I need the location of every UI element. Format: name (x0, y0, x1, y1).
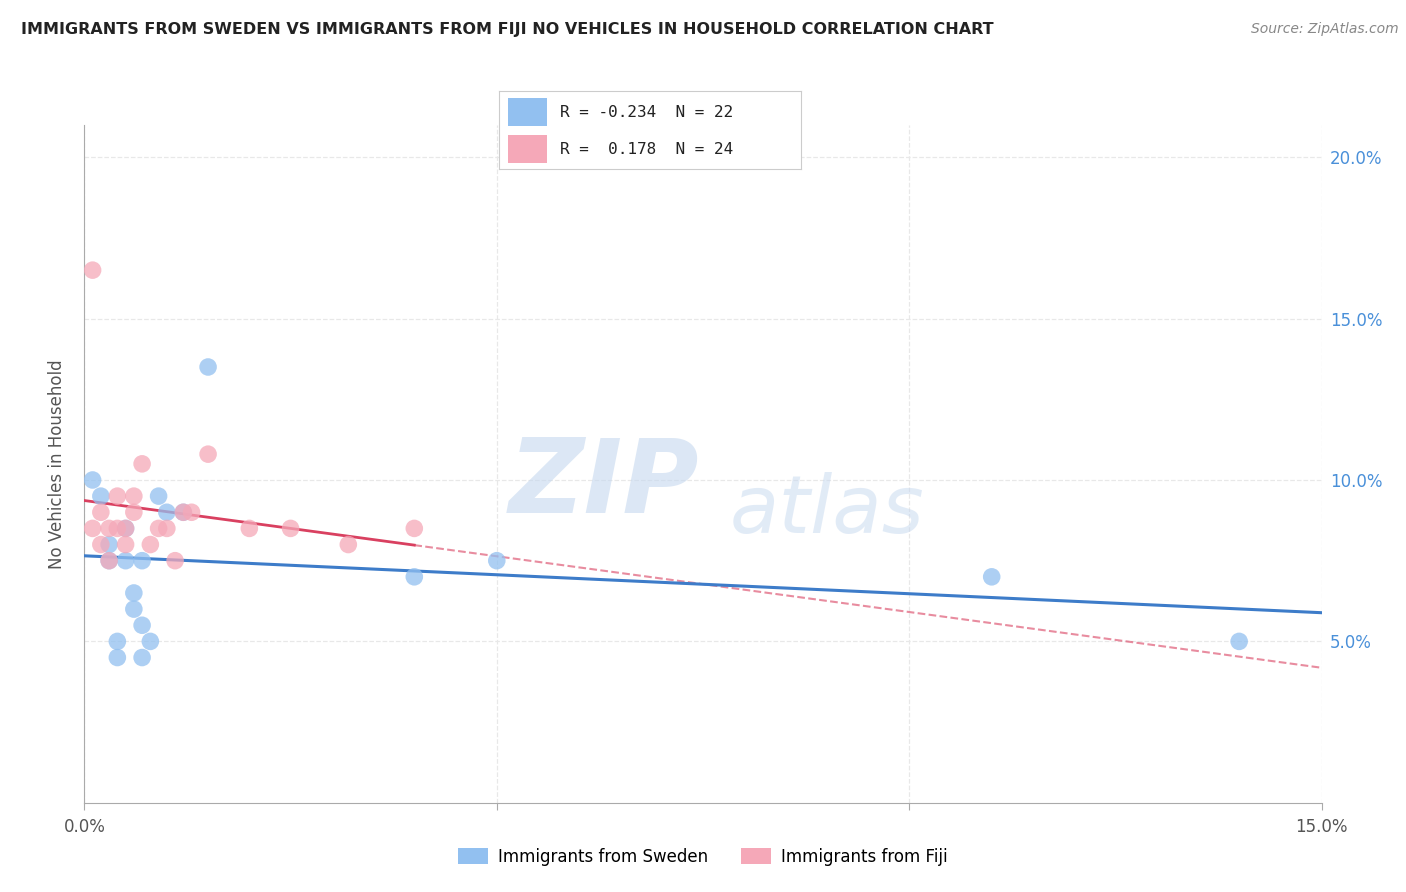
Point (105, 489, 128, 503)
Point (82, 521, 104, 535)
Point (122, 489, 145, 503)
Point (114, 521, 136, 535)
Point (131, 650, 153, 665)
Point (337, 537, 360, 551)
Point (105, 634, 128, 648)
Point (131, 618, 153, 632)
Point (980, 570, 1002, 584)
Point (485, 554, 508, 568)
Point (90, 537, 112, 551)
Point (98, 521, 121, 535)
Point (122, 505, 145, 519)
Text: R = -0.234  N = 22: R = -0.234 N = 22 (560, 104, 733, 120)
Point (98, 554, 121, 568)
Text: R =  0.178  N = 24: R = 0.178 N = 24 (560, 142, 733, 157)
Point (148, 521, 170, 535)
Point (139, 634, 162, 648)
Point (98, 537, 121, 551)
Point (197, 447, 219, 461)
Point (114, 554, 136, 568)
Legend: Immigrants from Sweden, Immigrants from Fiji: Immigrants from Sweden, Immigrants from … (451, 841, 955, 872)
Point (172, 505, 194, 519)
Point (180, 505, 202, 519)
Point (82, 473, 104, 487)
Point (172, 505, 194, 519)
Point (90, 489, 112, 503)
Point (122, 602, 145, 616)
Point (105, 650, 128, 665)
Point (139, 537, 162, 551)
Point (280, 521, 302, 535)
Point (98, 554, 121, 568)
Bar (508, 135, 547, 163)
Point (404, 570, 426, 584)
Point (165, 554, 187, 568)
Point (197, 359, 219, 374)
Text: atlas: atlas (730, 472, 924, 550)
Point (1227, 634, 1250, 648)
Point (156, 505, 179, 519)
Point (148, 489, 170, 503)
Point (114, 521, 136, 535)
Y-axis label: No Vehicles in Household: No Vehicles in Household (48, 359, 66, 569)
Point (90, 505, 112, 519)
Point (156, 521, 179, 535)
Point (131, 457, 153, 471)
Text: IMMIGRANTS FROM SWEDEN VS IMMIGRANTS FROM FIJI NO VEHICLES IN HOUSEHOLD CORRELAT: IMMIGRANTS FROM SWEDEN VS IMMIGRANTS FRO… (21, 22, 994, 37)
Text: ZIP: ZIP (509, 434, 699, 534)
Point (238, 521, 260, 535)
Bar (508, 98, 547, 127)
Point (404, 521, 426, 535)
Point (114, 537, 136, 551)
Point (105, 521, 128, 535)
Point (82, 263, 104, 277)
Point (122, 586, 145, 600)
Text: Source: ZipAtlas.com: Source: ZipAtlas.com (1251, 22, 1399, 37)
Point (131, 554, 153, 568)
